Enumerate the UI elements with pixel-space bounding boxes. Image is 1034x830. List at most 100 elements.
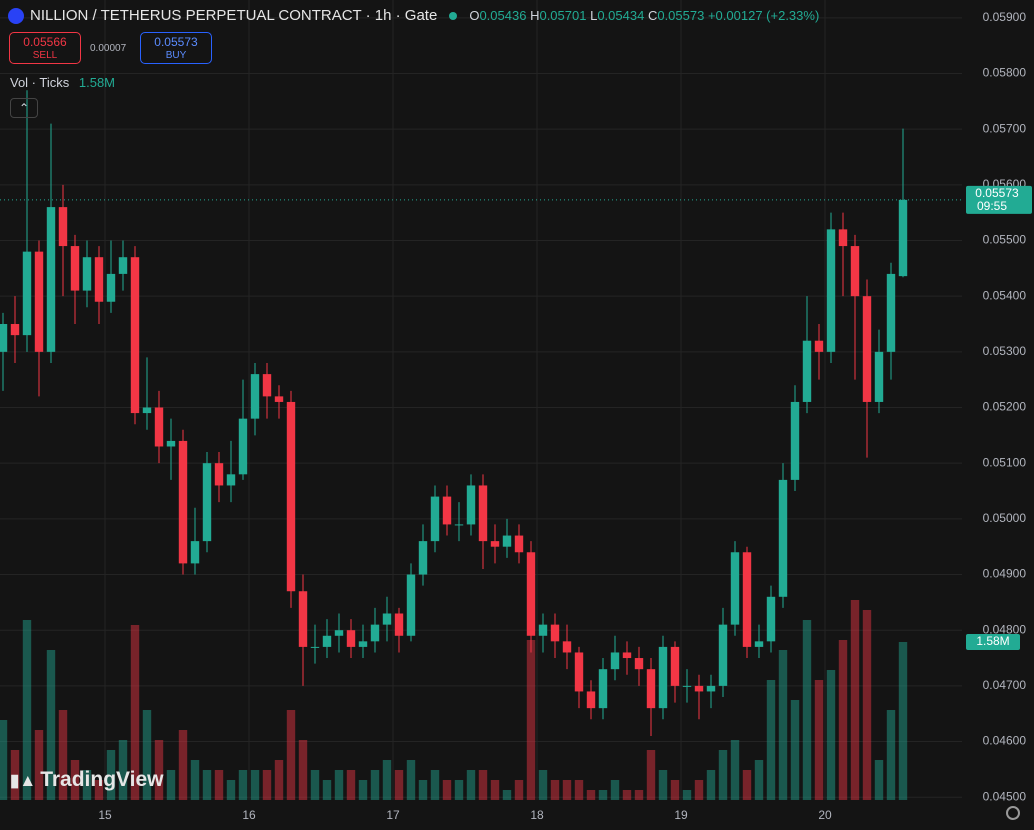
candle-body bbox=[370, 624, 380, 642]
candle-body bbox=[838, 229, 848, 247]
volume-bar bbox=[658, 770, 668, 800]
candle-body bbox=[262, 374, 272, 397]
volume-bar bbox=[874, 760, 884, 800]
volume-bar bbox=[442, 780, 452, 800]
candle-body bbox=[226, 474, 236, 486]
ohlc-value: 0.05573 bbox=[657, 8, 705, 23]
volume-bar bbox=[742, 770, 752, 800]
symbol[interactable]: NILLION / TETHERUS PERPETUAL CONTRACT · … bbox=[30, 7, 438, 24]
volume-bar bbox=[142, 710, 152, 800]
y-tick-label: 0.05800 bbox=[983, 66, 1027, 80]
volume-bar bbox=[322, 780, 332, 800]
volume-bar bbox=[586, 790, 596, 800]
volume-bar bbox=[154, 740, 164, 800]
volume-bar bbox=[358, 780, 368, 800]
volume-bar bbox=[766, 680, 776, 800]
volume-bar bbox=[574, 780, 584, 800]
x-tick-label: 20 bbox=[818, 808, 832, 822]
candle-body bbox=[358, 641, 368, 647]
candle-body bbox=[298, 591, 308, 647]
volume-bar bbox=[694, 780, 704, 800]
volume-bar bbox=[394, 770, 404, 800]
settings-icon[interactable] bbox=[1006, 806, 1020, 820]
y-tick-label: 0.05900 bbox=[983, 10, 1027, 24]
price-tag-countdown: 09:55 bbox=[977, 199, 1007, 213]
candle-body bbox=[562, 641, 572, 653]
volume-bar bbox=[250, 770, 260, 800]
volume-bar bbox=[682, 790, 692, 800]
candle-body bbox=[286, 401, 296, 592]
x-tick-label: 18 bbox=[530, 808, 544, 822]
volume-bar bbox=[274, 760, 284, 800]
volume-bar bbox=[34, 730, 44, 800]
candle-body bbox=[634, 658, 644, 670]
y-tick-label: 0.05300 bbox=[983, 344, 1027, 358]
volume-bar bbox=[850, 600, 860, 800]
volume-bar bbox=[166, 770, 176, 800]
buy-button[interactable]: 0.05573 BUY bbox=[140, 32, 212, 64]
volume-bar bbox=[490, 780, 500, 800]
candle-body bbox=[34, 251, 44, 352]
sell-button[interactable]: 0.05566 SELL bbox=[9, 32, 81, 64]
candle-body bbox=[274, 396, 284, 402]
volume-bar bbox=[46, 650, 56, 800]
volume-bar bbox=[538, 770, 548, 800]
volume-tag bbox=[966, 634, 1020, 650]
candle-body bbox=[622, 652, 632, 659]
volume-bar bbox=[262, 770, 272, 800]
ohlc-label: L bbox=[590, 8, 598, 23]
volume-bar bbox=[802, 620, 812, 800]
y-tick-label: 0.05200 bbox=[983, 400, 1027, 414]
candle-body bbox=[706, 685, 716, 692]
candle-body bbox=[106, 273, 116, 302]
volume-bar bbox=[346, 770, 356, 800]
candle-body bbox=[118, 257, 128, 274]
watermark: ▮▲ TradingView bbox=[10, 768, 164, 792]
candle-body bbox=[886, 273, 896, 352]
sell-label: SELL bbox=[32, 50, 58, 61]
volume-bar bbox=[382, 760, 392, 800]
candle-body bbox=[850, 246, 860, 297]
candle-body bbox=[754, 641, 764, 647]
volume-bar bbox=[130, 625, 140, 800]
watermark-logo: ▮▲ bbox=[10, 771, 37, 790]
candle-body bbox=[490, 541, 500, 547]
header: NILLION / TETHERUS PERPETUAL CONTRACT · … bbox=[8, 7, 819, 24]
volume-bar bbox=[730, 740, 740, 800]
candle-body bbox=[154, 407, 164, 447]
candle-body bbox=[10, 324, 20, 336]
volume-bar bbox=[598, 790, 608, 800]
candle-body bbox=[526, 552, 536, 636]
volume-legend: Vol · Ticks 1.58M bbox=[10, 75, 115, 90]
volume-bar bbox=[610, 780, 620, 800]
watermark-text: TradingView bbox=[40, 768, 164, 791]
volume-bar bbox=[190, 760, 200, 800]
volume-bar bbox=[310, 770, 320, 800]
y-tick-label: 0.05500 bbox=[983, 233, 1027, 247]
candle-body bbox=[58, 207, 68, 247]
candle-body bbox=[742, 552, 752, 647]
candle-body bbox=[502, 535, 512, 547]
ohlc-value: 0.05436 bbox=[479, 8, 527, 23]
volume-bar bbox=[94, 780, 104, 800]
candle-body bbox=[826, 229, 836, 352]
candle-body bbox=[538, 624, 548, 636]
volume-bar bbox=[478, 770, 488, 800]
volume-bar bbox=[22, 620, 32, 800]
volume-bar bbox=[70, 760, 80, 800]
x-tick-label: 19 bbox=[674, 808, 688, 822]
candle-body bbox=[190, 541, 200, 564]
candle-body bbox=[550, 624, 560, 642]
candle-body bbox=[406, 574, 416, 636]
candle-body bbox=[658, 646, 668, 709]
candle-body bbox=[514, 535, 524, 553]
candle-body bbox=[130, 257, 140, 414]
y-tick-label: 0.04900 bbox=[983, 567, 1027, 581]
candle-body bbox=[730, 552, 740, 625]
candle-body bbox=[682, 685, 692, 687]
collapse-button[interactable]: ⌃ bbox=[10, 98, 38, 118]
volume-bar bbox=[418, 780, 428, 800]
candle-body bbox=[166, 440, 176, 447]
volume-bar bbox=[58, 710, 68, 800]
